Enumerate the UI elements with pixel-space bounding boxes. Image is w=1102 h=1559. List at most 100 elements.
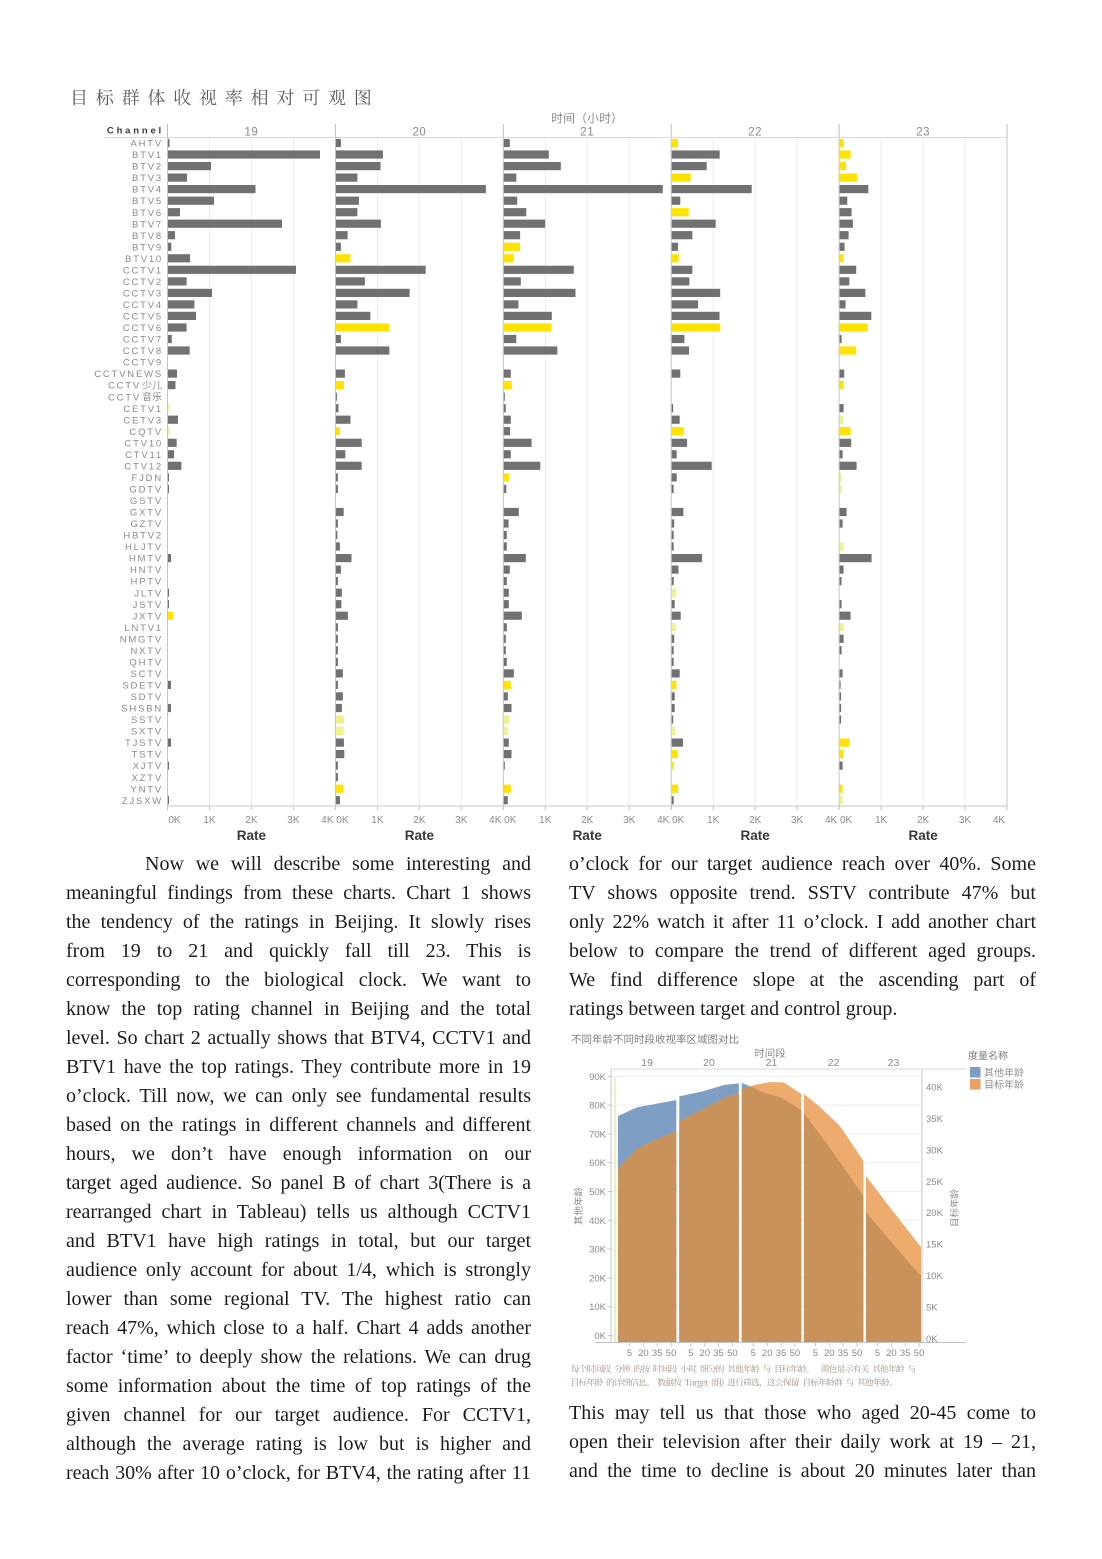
- svg-text:35: 35: [900, 1348, 911, 1359]
- svg-text:0K: 0K: [594, 1331, 606, 1342]
- svg-text:50: 50: [914, 1348, 925, 1359]
- svg-text:4K: 4K: [825, 815, 838, 826]
- svg-text:20K: 20K: [589, 1273, 607, 1284]
- svg-text:4K: 4K: [321, 815, 334, 826]
- svg-text:23: 23: [888, 1057, 900, 1069]
- svg-text:0K: 0K: [672, 815, 685, 826]
- svg-text:90K: 90K: [589, 1072, 607, 1083]
- svg-text:1K: 1K: [371, 815, 384, 826]
- svg-text:CCTV2: CCTV2: [123, 277, 163, 288]
- svg-text:3K: 3K: [791, 815, 804, 826]
- svg-text:40K: 40K: [926, 1082, 944, 1093]
- svg-text:HPTV: HPTV: [130, 577, 163, 588]
- svg-text:SSTV: SSTV: [131, 715, 163, 726]
- svg-text:BTV4: BTV4: [132, 185, 163, 196]
- svg-text:19: 19: [245, 127, 259, 139]
- svg-text:CCTV3: CCTV3: [123, 289, 163, 300]
- svg-text:BTV3: BTV3: [132, 173, 163, 184]
- svg-text:0K: 0K: [840, 815, 853, 826]
- svg-text:Rate: Rate: [740, 828, 770, 843]
- svg-text:Rate: Rate: [237, 828, 267, 843]
- svg-text:SXTV: SXTV: [131, 727, 163, 738]
- svg-text:30K: 30K: [589, 1245, 607, 1256]
- svg-text:LNTV1: LNTV1: [124, 623, 163, 634]
- svg-text:CQTV: CQTV: [129, 427, 163, 438]
- svg-text:20K: 20K: [926, 1208, 944, 1219]
- svg-text:21: 21: [580, 127, 594, 139]
- svg-text:10K: 10K: [589, 1302, 607, 1313]
- svg-text:22: 22: [748, 127, 762, 139]
- svg-text:ZJSXW: ZJSXW: [122, 796, 163, 807]
- svg-text:1K: 1K: [203, 815, 216, 826]
- svg-text:HLJTV: HLJTV: [125, 542, 163, 553]
- svg-text:BTV6: BTV6: [132, 208, 163, 219]
- svg-text:Rate: Rate: [573, 828, 603, 843]
- svg-text:40K: 40K: [589, 1216, 607, 1227]
- svg-text:NXTV: NXTV: [130, 646, 163, 657]
- svg-text:2K: 2K: [581, 815, 594, 826]
- svg-text:GSTV: GSTV: [130, 496, 163, 507]
- svg-text:80K: 80K: [589, 1101, 607, 1112]
- svg-text:CCTV: CCTV: [108, 392, 141, 403]
- svg-text:35K: 35K: [926, 1114, 944, 1125]
- svg-text:CTV12: CTV12: [124, 461, 163, 472]
- svg-text:1K: 1K: [539, 815, 552, 826]
- svg-text:5: 5: [875, 1348, 880, 1359]
- svg-text:HBTV2: HBTV2: [123, 531, 163, 542]
- svg-text:TJSTV: TJSTV: [125, 738, 163, 749]
- svg-text:3K: 3K: [623, 815, 636, 826]
- svg-text:21: 21: [766, 1057, 778, 1069]
- svg-text:3K: 3K: [287, 815, 300, 826]
- svg-text:CTV10: CTV10: [124, 438, 163, 449]
- svg-text:19: 19: [641, 1057, 653, 1069]
- svg-text:50: 50: [727, 1348, 738, 1359]
- svg-text:SHSBN: SHSBN: [121, 704, 163, 715]
- svg-text:TSTV: TSTV: [132, 750, 163, 761]
- svg-text:70K: 70K: [589, 1129, 607, 1140]
- svg-text:Rate: Rate: [908, 828, 938, 843]
- svg-text:30K: 30K: [926, 1145, 944, 1156]
- svg-text:Rate: Rate: [405, 828, 435, 843]
- svg-text:GDTV: GDTV: [129, 485, 163, 496]
- svg-text:BTV8: BTV8: [132, 231, 163, 242]
- svg-text:XZTV: XZTV: [132, 773, 163, 784]
- svg-text:CCTV4: CCTV4: [123, 300, 163, 311]
- svg-text:JSTV: JSTV: [133, 600, 163, 611]
- svg-text:4K: 4K: [657, 815, 670, 826]
- svg-text:SCTV: SCTV: [130, 669, 163, 680]
- svg-text:CCTV: CCTV: [108, 381, 141, 392]
- svg-text:HMTV: HMTV: [129, 554, 163, 565]
- svg-text:4K: 4K: [993, 815, 1006, 826]
- svg-text:CETV1: CETV1: [123, 404, 163, 415]
- svg-text:NMGTV: NMGTV: [120, 634, 163, 645]
- svg-text:35: 35: [713, 1348, 724, 1359]
- svg-text:BTV9: BTV9: [132, 242, 163, 253]
- svg-text:5: 5: [813, 1348, 818, 1359]
- svg-text:BTV5: BTV5: [132, 196, 163, 207]
- svg-text:20: 20: [824, 1348, 835, 1359]
- svg-text:5K: 5K: [926, 1303, 938, 1314]
- svg-text:20: 20: [699, 1348, 710, 1359]
- svg-text:50K: 50K: [589, 1187, 607, 1198]
- svg-text:20: 20: [762, 1348, 773, 1359]
- svg-text:5: 5: [627, 1348, 632, 1359]
- svg-text:0K: 0K: [504, 815, 517, 826]
- svg-text:10K: 10K: [926, 1271, 944, 1282]
- svg-text:20: 20: [638, 1348, 649, 1359]
- svg-text:35: 35: [838, 1348, 849, 1359]
- svg-text:JXTV: JXTV: [133, 611, 163, 622]
- svg-text:35: 35: [776, 1348, 787, 1359]
- svg-text:15K: 15K: [926, 1240, 944, 1251]
- svg-text:5: 5: [751, 1348, 756, 1359]
- svg-text:BTV2: BTV2: [132, 162, 163, 173]
- svg-text:20: 20: [413, 127, 427, 139]
- svg-text:0K: 0K: [336, 815, 349, 826]
- svg-text:QHTV: QHTV: [129, 658, 163, 669]
- svg-text:BTV10: BTV10: [125, 254, 163, 265]
- svg-text:50: 50: [852, 1348, 863, 1359]
- svg-text:HNTV: HNTV: [130, 565, 163, 576]
- svg-text:2K: 2K: [749, 815, 762, 826]
- svg-text:SDETV: SDETV: [122, 681, 163, 692]
- svg-text:GZTV: GZTV: [130, 519, 163, 530]
- svg-text:25K: 25K: [926, 1177, 944, 1188]
